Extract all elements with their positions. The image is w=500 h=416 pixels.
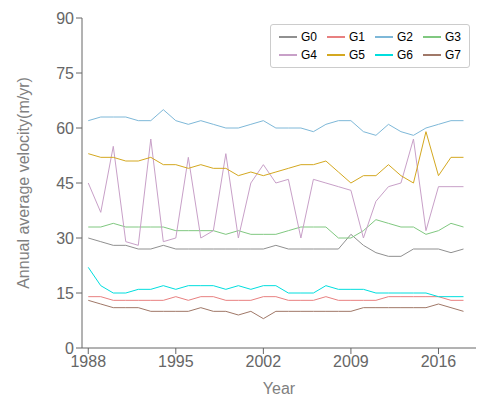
svg-text:Annual average velocity(m/yr): Annual average velocity(m/yr): [15, 77, 32, 289]
html-text:G7: G7: [445, 48, 461, 62]
svg-text:1995: 1995: [158, 353, 194, 370]
svg-text:2009: 2009: [333, 353, 369, 370]
svg-text:1988: 1988: [70, 353, 106, 370]
svg-text:Year: Year: [263, 380, 296, 397]
svg-text:45: 45: [56, 175, 74, 192]
svg-text:15: 15: [56, 285, 74, 302]
html-text:G6: G6: [397, 48, 413, 62]
svg-text:2016: 2016: [421, 353, 457, 370]
svg-text:60: 60: [56, 120, 74, 137]
svg-text:2002: 2002: [246, 353, 282, 370]
html-text:G0: G0: [300, 30, 317, 44]
html-text:G3: G3: [445, 30, 461, 44]
html-text:G4: G4: [300, 48, 317, 62]
svg-text:0: 0: [65, 340, 74, 357]
html-text:G2: G2: [397, 30, 413, 44]
svg-text:90: 90: [56, 10, 74, 27]
html-text:G5: G5: [349, 48, 365, 62]
html-text:G1: G1: [349, 30, 365, 44]
svg-text:75: 75: [56, 65, 74, 82]
svg-text:30: 30: [56, 230, 74, 247]
